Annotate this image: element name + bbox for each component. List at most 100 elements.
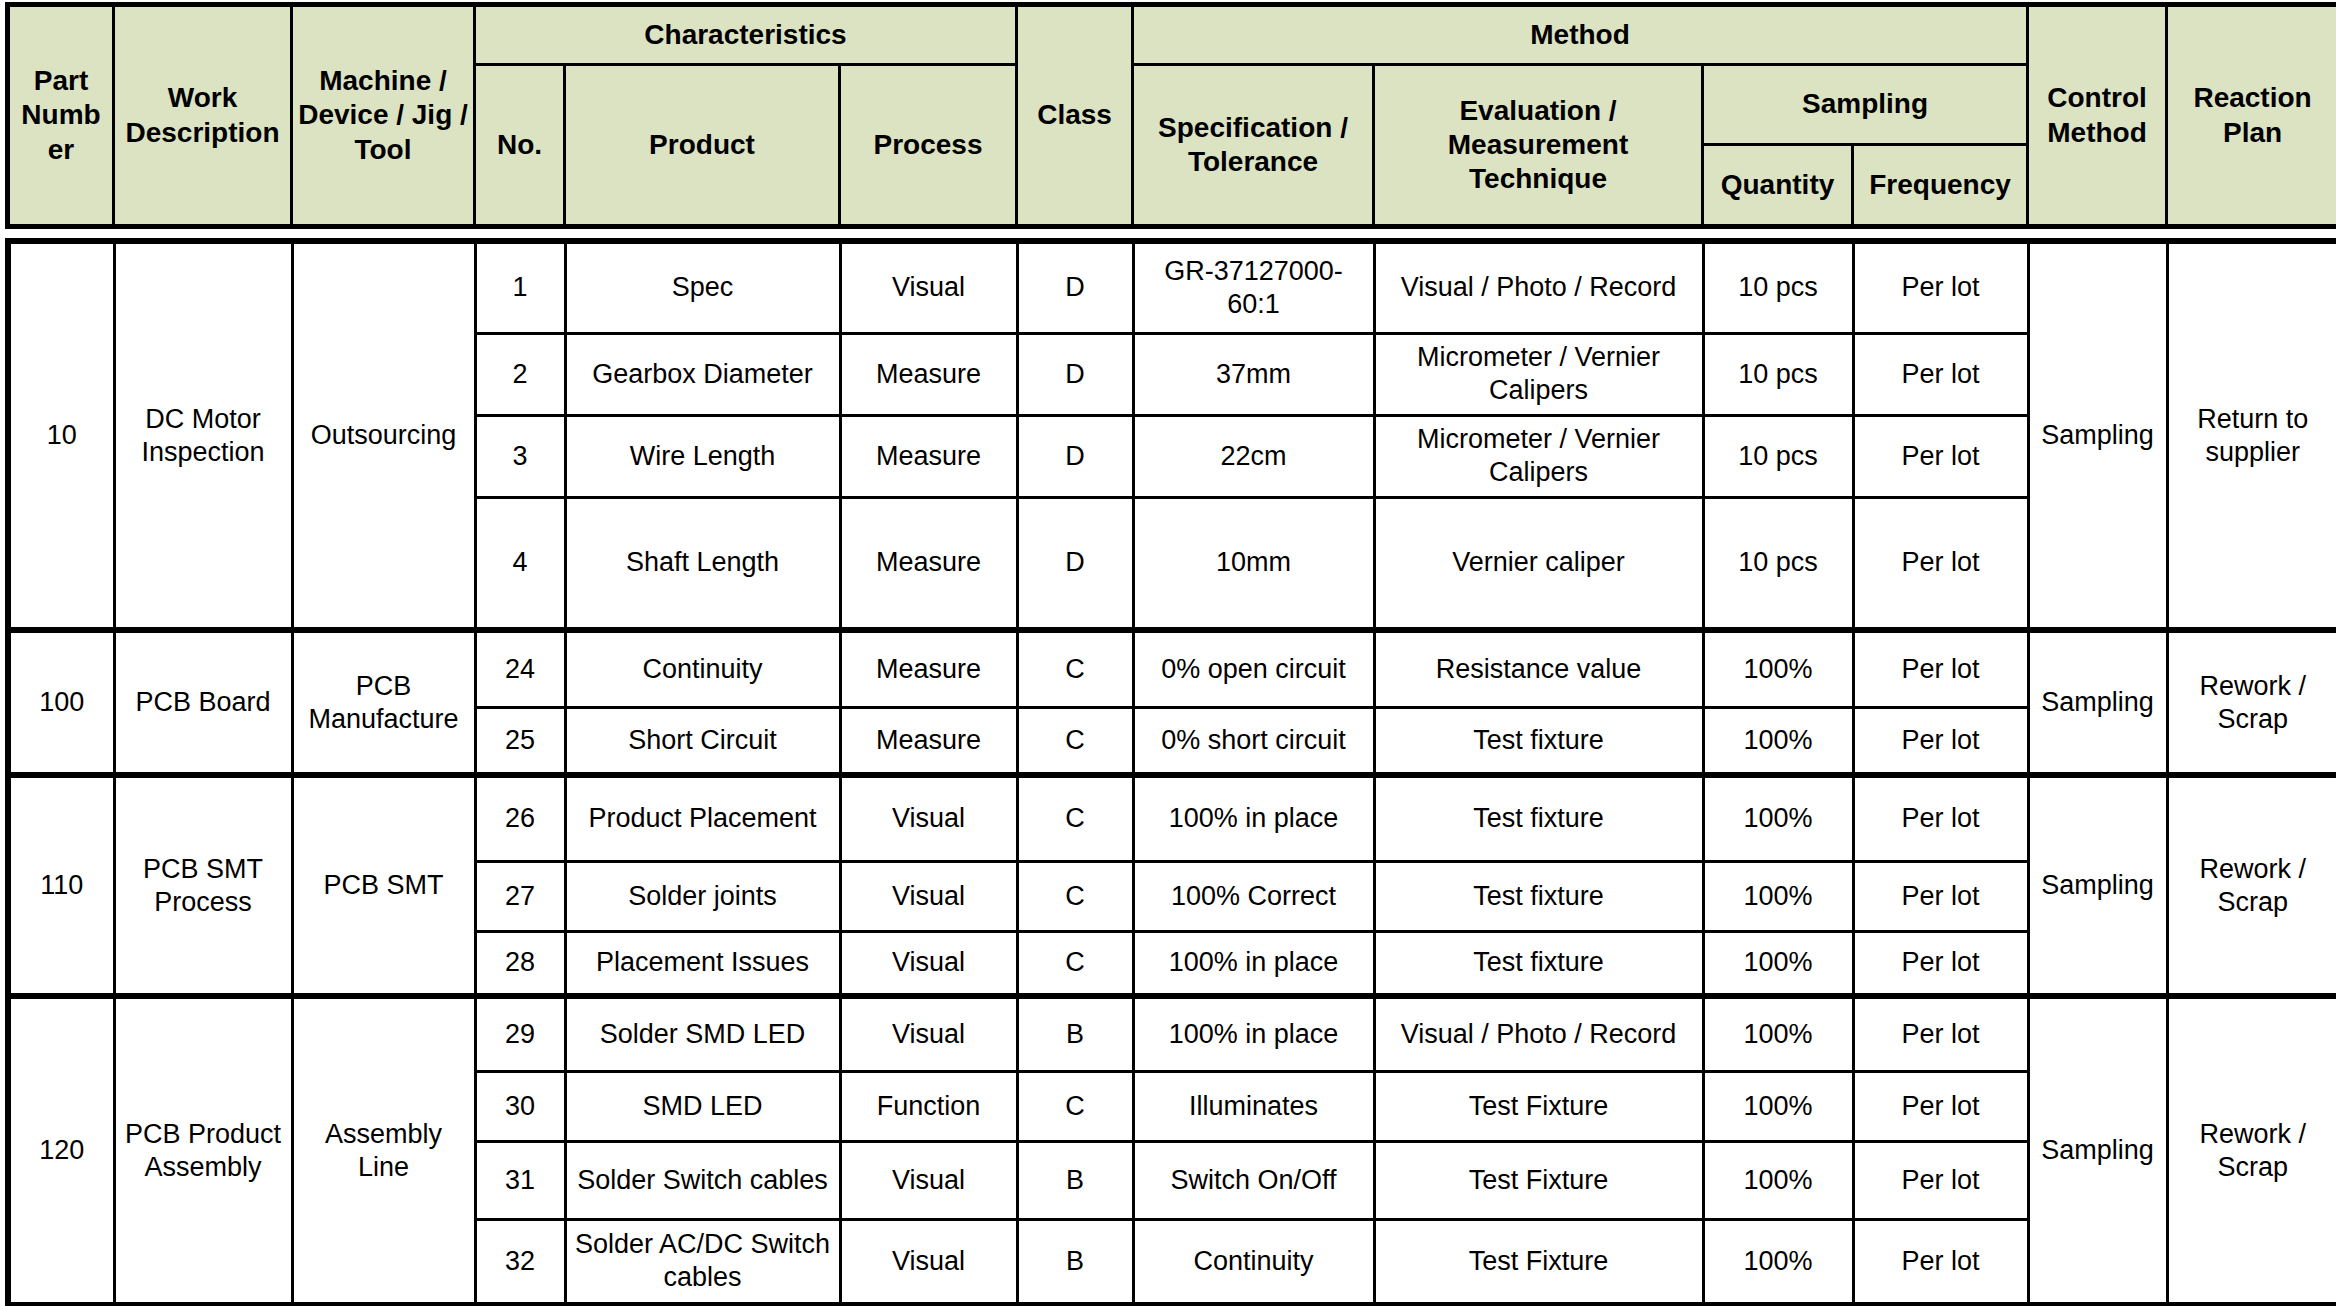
cell-reaction-plan: Rework / Scrap	[2167, 775, 2336, 996]
cell-sampling-quantity: 10 pcs	[1703, 241, 1853, 333]
cell-work-description: PCB Product Assembly	[114, 996, 292, 1305]
cell-work-description: DC Motor Inspection	[114, 241, 292, 630]
header-method: Method	[1133, 5, 2028, 65]
cell-control-method: Sampling	[2028, 630, 2167, 775]
control-plan-table-page: Part Number Work Description Machine / D…	[0, 0, 2336, 1306]
cell-evaluation-measurement-technique: Test fixture	[1374, 931, 1703, 996]
cell-sampling-frequency: Per lot	[1853, 1141, 2028, 1219]
cell-sampling-quantity: 10 pcs	[1703, 497, 1853, 630]
cell-sampling-frequency: Per lot	[1853, 241, 2028, 333]
cell-no: 32	[475, 1219, 565, 1305]
cell-sampling-quantity: 10 pcs	[1703, 333, 1853, 415]
cell-specification-tolerance: 0% open circuit	[1133, 630, 1374, 707]
cell-no: 31	[475, 1141, 565, 1219]
header-sampling: Sampling	[1703, 65, 2028, 145]
header-row-1: Part Number Work Description Machine / D…	[8, 5, 2336, 65]
cell-control-method: Sampling	[2028, 996, 2167, 1305]
header-body-divider	[5, 229, 2331, 238]
cell-sampling-frequency: Per lot	[1853, 497, 2028, 630]
cell-class: D	[1017, 241, 1133, 333]
cell-control-method: Sampling	[2028, 241, 2167, 630]
cell-specification-tolerance: Switch On/Off	[1133, 1141, 1374, 1219]
cell-product: Wire Length	[565, 415, 840, 497]
cell-process: Visual	[840, 931, 1017, 996]
cell-reaction-plan: Rework / Scrap	[2167, 996, 2336, 1305]
cell-class: C	[1017, 931, 1133, 996]
cell-product: Solder SMD LED	[565, 996, 840, 1071]
cell-product: Continuity	[565, 630, 840, 707]
cell-product: Solder Switch cables	[565, 1141, 840, 1219]
cell-specification-tolerance: 100% in place	[1133, 775, 1374, 861]
header-no: No.	[475, 65, 565, 227]
cell-sampling-quantity: 100%	[1703, 775, 1853, 861]
cell-no: 27	[475, 861, 565, 931]
table-row: 120PCB Product AssemblyAssembly Line29So…	[8, 996, 2336, 1071]
cell-sampling-frequency: Per lot	[1853, 333, 2028, 415]
header-part-number: Part Number	[8, 5, 114, 227]
header-work-description: Work Description	[114, 5, 292, 227]
cell-process: Visual	[840, 775, 1017, 861]
cell-specification-tolerance: 10mm	[1133, 497, 1374, 630]
cell-part-number: 120	[8, 996, 114, 1305]
cell-work-description: PCB SMT Process	[114, 775, 292, 996]
cell-no: 2	[475, 333, 565, 415]
header-characteristics: Characteristics	[475, 5, 1017, 65]
cell-specification-tolerance: 0% short circuit	[1133, 707, 1374, 775]
cell-sampling-frequency: Per lot	[1853, 996, 2028, 1071]
cell-no: 24	[475, 630, 565, 707]
cell-specification-tolerance: Illuminates	[1133, 1071, 1374, 1141]
header-table: Part Number Work Description Machine / D…	[5, 2, 2336, 229]
cell-sampling-quantity: 100%	[1703, 1141, 1853, 1219]
cell-sampling-frequency: Per lot	[1853, 707, 2028, 775]
header-product: Product	[565, 65, 840, 227]
cell-class: C	[1017, 775, 1133, 861]
cell-no: 4	[475, 497, 565, 630]
header-control-method: Control Method	[2028, 5, 2167, 227]
table-body: 10DC Motor InspectionOutsourcing1SpecVis…	[8, 241, 2336, 1305]
cell-no: 1	[475, 241, 565, 333]
cell-class: B	[1017, 996, 1133, 1071]
cell-sampling-quantity: 100%	[1703, 861, 1853, 931]
header-frequency: Frequency	[1853, 145, 2028, 227]
table-row: 100PCB BoardPCB Manufacture24ContinuityM…	[8, 630, 2336, 707]
cell-class: C	[1017, 630, 1133, 707]
cell-product: Shaft Length	[565, 497, 840, 630]
cell-sampling-frequency: Per lot	[1853, 1071, 2028, 1141]
cell-class: C	[1017, 1071, 1133, 1141]
table-row: 10DC Motor InspectionOutsourcing1SpecVis…	[8, 241, 2336, 333]
cell-evaluation-measurement-technique: Test fixture	[1374, 775, 1703, 861]
cell-product: Short Circuit	[565, 707, 840, 775]
cell-specification-tolerance: GR-37127000-60:1	[1133, 241, 1374, 333]
cell-process: Visual	[840, 1141, 1017, 1219]
cell-product: Placement Issues	[565, 931, 840, 996]
header-process: Process	[840, 65, 1017, 227]
cell-evaluation-measurement-technique: Visual / Photo / Record	[1374, 996, 1703, 1071]
cell-process: Measure	[840, 630, 1017, 707]
cell-class: D	[1017, 415, 1133, 497]
cell-part-number: 10	[8, 241, 114, 630]
cell-machine-device-jig-tool: Assembly Line	[292, 996, 475, 1305]
cell-specification-tolerance: 37mm	[1133, 333, 1374, 415]
cell-sampling-frequency: Per lot	[1853, 775, 2028, 861]
cell-process: Measure	[840, 707, 1017, 775]
cell-process: Measure	[840, 497, 1017, 630]
cell-part-number: 100	[8, 630, 114, 775]
cell-no: 28	[475, 931, 565, 996]
cell-specification-tolerance: 100% in place	[1133, 996, 1374, 1071]
cell-product: Spec	[565, 241, 840, 333]
cell-process: Measure	[840, 415, 1017, 497]
cell-evaluation-measurement-technique: Micrometer / Vernier Calipers	[1374, 415, 1703, 497]
cell-specification-tolerance: 100% in place	[1133, 931, 1374, 996]
cell-evaluation-measurement-technique: Test Fixture	[1374, 1141, 1703, 1219]
header-class: Class	[1017, 5, 1133, 227]
header-evaluation-measurement-technique: Evaluation / Measurement Technique	[1374, 65, 1703, 227]
cell-sampling-frequency: Per lot	[1853, 931, 2028, 996]
cell-sampling-quantity: 100%	[1703, 931, 1853, 996]
cell-sampling-frequency: Per lot	[1853, 861, 2028, 931]
cell-no: 3	[475, 415, 565, 497]
cell-process: Visual	[840, 241, 1017, 333]
cell-class: C	[1017, 861, 1133, 931]
cell-process: Function	[840, 1071, 1017, 1141]
cell-evaluation-measurement-technique: Test fixture	[1374, 861, 1703, 931]
header-machine-device-jig-tool: Machine / Device / Jig / Tool	[292, 5, 475, 227]
